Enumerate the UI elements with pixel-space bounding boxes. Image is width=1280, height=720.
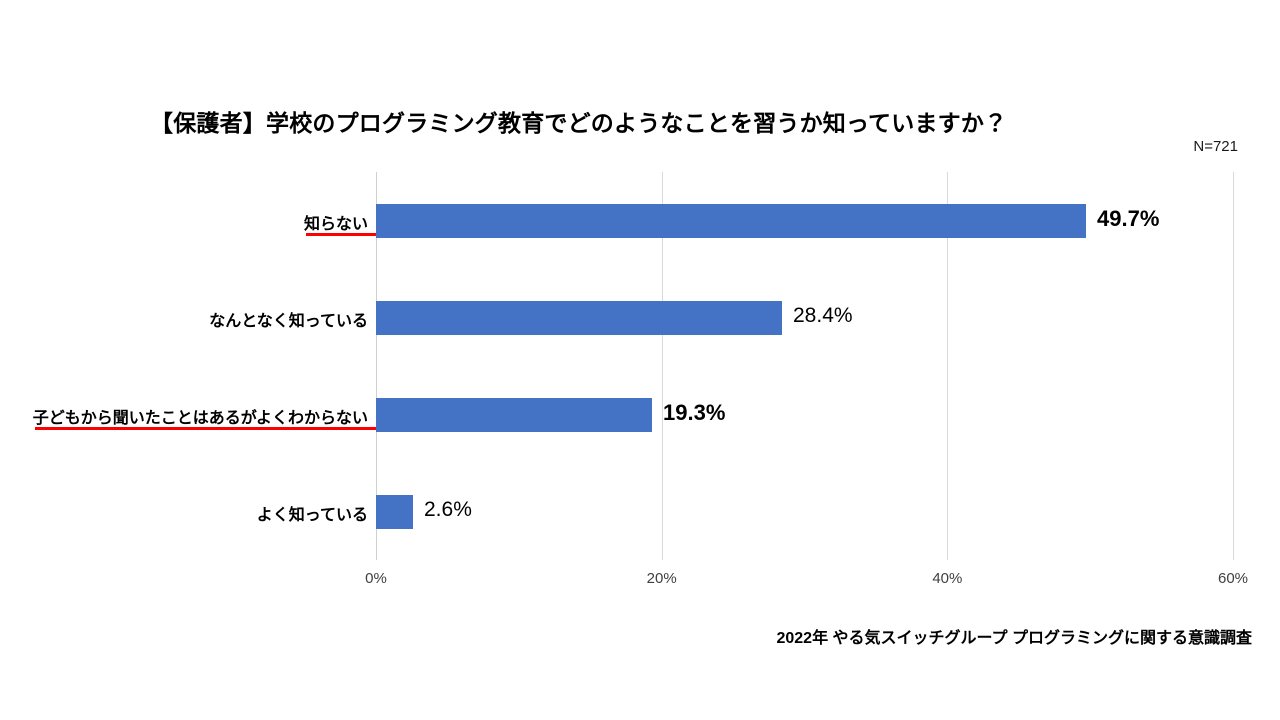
category-label: 子どもから聞いたことはあるがよくわからない bbox=[32, 410, 368, 427]
bar-value-label: 2.6% bbox=[424, 498, 472, 521]
category-label: 知らない bbox=[303, 216, 368, 233]
bar bbox=[376, 301, 782, 335]
bar bbox=[376, 398, 652, 432]
sample-size-label: N=721 bbox=[1193, 138, 1238, 155]
bar bbox=[376, 495, 413, 529]
x-axis-tick-label: 60% bbox=[1217, 570, 1249, 587]
x-axis-tick-label: 40% bbox=[932, 570, 963, 587]
plot-area bbox=[376, 172, 1234, 560]
x-axis-tick-label: 20% bbox=[646, 570, 677, 587]
value-axis-line bbox=[376, 172, 377, 560]
category-label: なんとなく知っている bbox=[209, 313, 368, 330]
bar bbox=[376, 204, 1086, 238]
category-emphasis-underline bbox=[305, 233, 376, 236]
category-emphasis-underline bbox=[34, 427, 376, 430]
gridline-60% bbox=[1233, 172, 1234, 560]
bar-value-label: 19.3% bbox=[663, 400, 726, 425]
bar-value-label: 28.4% bbox=[793, 304, 853, 327]
x-axis-tick-label: 0% bbox=[365, 570, 387, 587]
category-label: よく知っている bbox=[256, 507, 368, 524]
source-note: 2022年 やる気スイッチグループ プログラミングに関する意識調査 bbox=[776, 630, 1252, 647]
gridline-40% bbox=[947, 172, 949, 560]
page-title: 【保護者】学校のプログラミング教育でどのようなことを習うか知っていますか？ bbox=[150, 110, 1008, 136]
gridline-20% bbox=[661, 172, 663, 560]
bar-value-label: 49.7% bbox=[1097, 206, 1160, 231]
